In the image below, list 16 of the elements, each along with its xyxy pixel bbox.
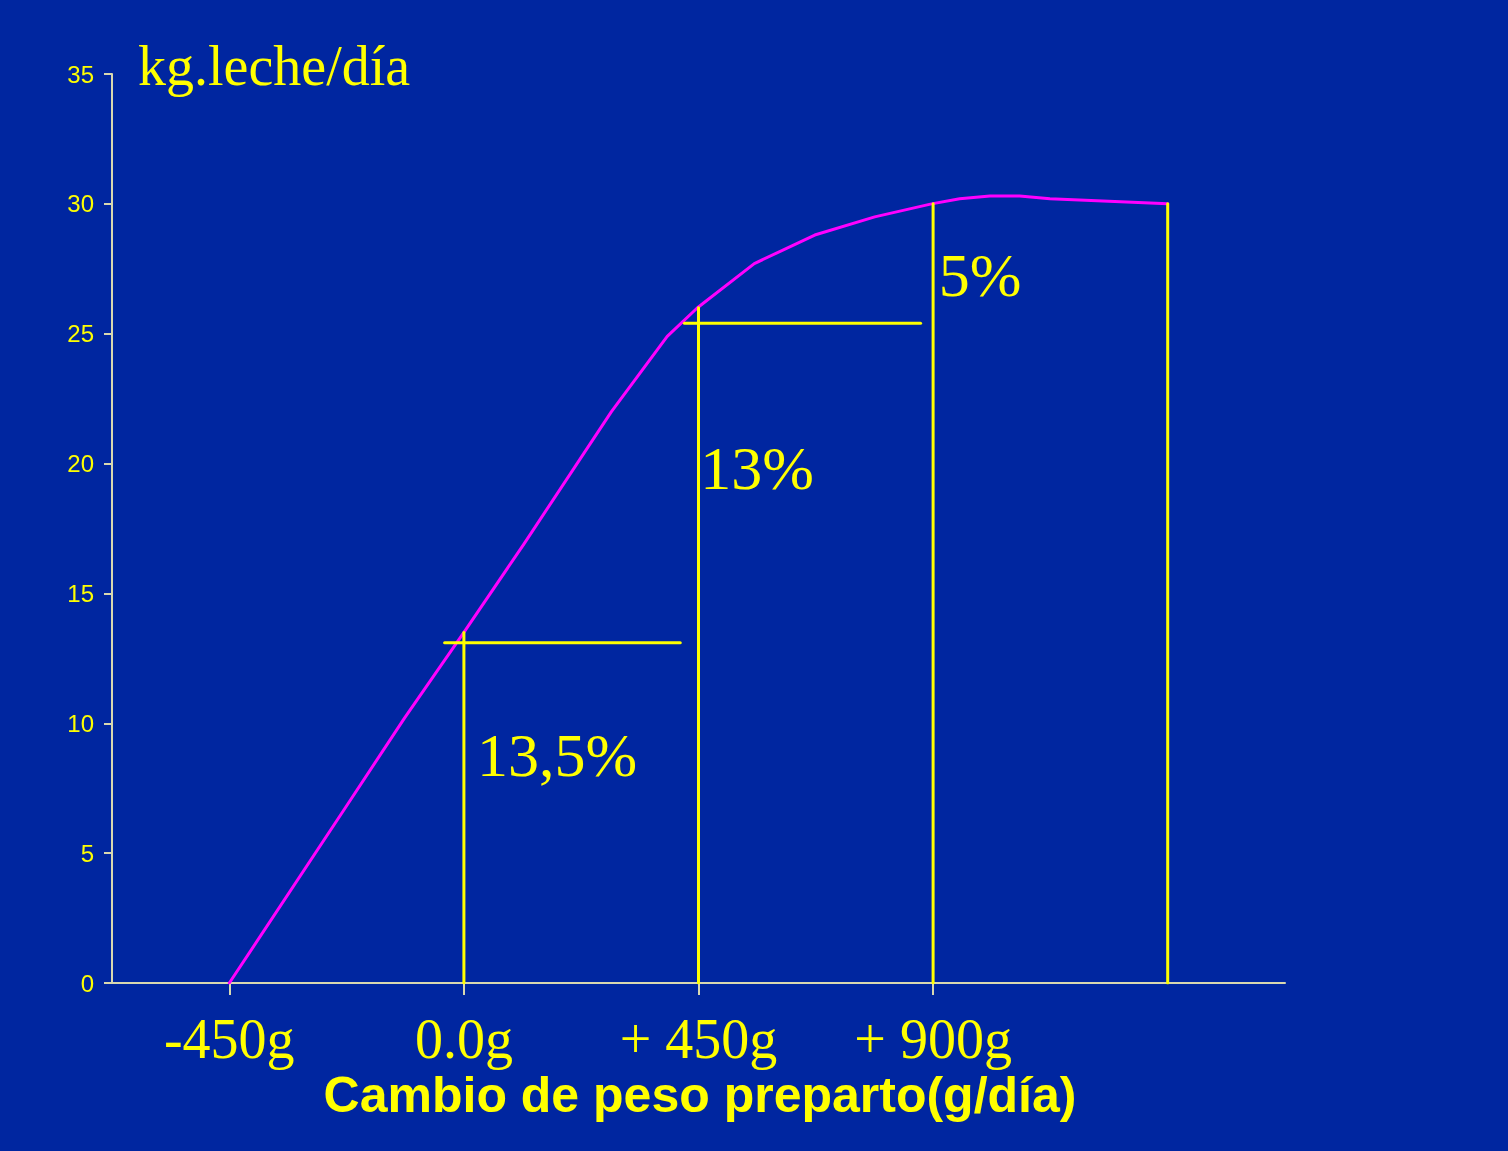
y-tick-label: 5 bbox=[80, 839, 94, 867]
y-tick-label: 35 bbox=[67, 60, 94, 88]
annotation: 13% bbox=[700, 434, 814, 502]
annotation: 13,5% bbox=[476, 721, 638, 789]
y-axis-title: kg.leche/día bbox=[138, 35, 411, 97]
y-tick-label: 25 bbox=[67, 320, 94, 348]
line-series bbox=[227, 194, 1170, 985]
x-tick-label: + 900g bbox=[854, 1008, 1012, 1070]
y-tick-label: 20 bbox=[67, 450, 94, 478]
y-tick-label: 0 bbox=[80, 969, 94, 997]
y-tick-label: 30 bbox=[67, 190, 94, 218]
annotation: 5% bbox=[938, 241, 1022, 309]
y-tick-label: 15 bbox=[67, 579, 94, 607]
x-tick-label: + 450g bbox=[619, 1008, 778, 1070]
y-tick-label: 10 bbox=[67, 709, 94, 737]
x-tick-label: -450g bbox=[163, 1008, 295, 1070]
